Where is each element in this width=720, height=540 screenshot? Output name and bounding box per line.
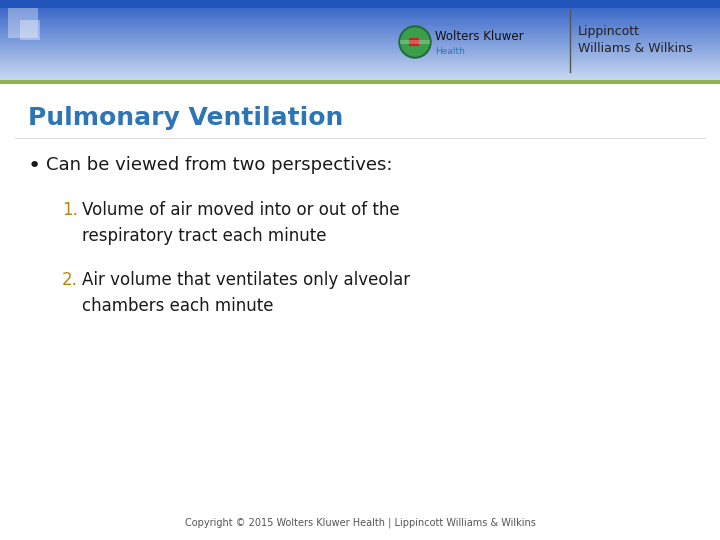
Bar	[0, 52, 720, 55]
Bar	[409, 38, 419, 46]
Bar	[0, 57, 720, 59]
Bar	[0, 29, 720, 31]
Bar	[0, 41, 720, 43]
Text: Lippincott
Williams & Wilkins: Lippincott Williams & Wilkins	[578, 24, 693, 56]
Bar	[8, 8, 38, 38]
Text: Wolters Kluwer: Wolters Kluwer	[435, 30, 523, 44]
Bar	[0, 71, 720, 73]
Bar	[0, 65, 720, 67]
Bar	[0, 0, 720, 8]
Bar	[0, 80, 720, 84]
Bar	[0, 69, 720, 71]
Text: •: •	[28, 156, 41, 176]
Bar	[0, 15, 720, 17]
Bar	[0, 20, 720, 22]
Bar	[0, 13, 720, 15]
Bar	[0, 51, 720, 52]
Bar	[0, 62, 720, 63]
Text: Pulmonary Ventilation: Pulmonary Ventilation	[28, 106, 343, 130]
Text: Can be viewed from two perspectives:: Can be viewed from two perspectives:	[46, 156, 392, 174]
Bar	[0, 23, 720, 25]
Bar	[0, 12, 720, 14]
Bar	[0, 55, 720, 57]
Bar	[0, 38, 720, 40]
Bar	[0, 52, 720, 53]
Text: Health: Health	[435, 46, 465, 56]
Bar	[0, 11, 720, 13]
Bar	[0, 35, 720, 36]
Bar	[0, 28, 720, 29]
Bar	[0, 28, 720, 30]
Bar	[0, 79, 720, 80]
Bar	[0, 74, 720, 76]
Bar	[0, 36, 720, 38]
Bar	[0, 55, 720, 56]
Bar	[0, 50, 720, 52]
Bar	[0, 16, 720, 17]
Bar	[0, 49, 720, 51]
Bar	[0, 33, 720, 36]
Bar	[0, 22, 720, 24]
Bar	[0, 78, 720, 79]
Bar	[0, 67, 720, 69]
Text: Air volume that ventilates only alveolar
chambers each minute: Air volume that ventilates only alveolar…	[82, 271, 410, 315]
Bar	[0, 47, 720, 49]
Bar	[0, 68, 720, 70]
Bar	[0, 10, 720, 12]
Bar	[0, 9, 720, 10]
Bar	[0, 17, 720, 19]
Bar	[0, 39, 720, 41]
Bar	[0, 66, 720, 68]
Bar	[0, 59, 720, 60]
Bar	[400, 40, 430, 44]
Bar	[0, 37, 720, 39]
Bar	[0, 70, 720, 71]
Bar	[0, 18, 720, 20]
Bar	[0, 56, 720, 58]
Text: Volume of air moved into or out of the
respiratory tract each minute: Volume of air moved into or out of the r…	[82, 201, 400, 245]
Bar	[0, 31, 720, 33]
Circle shape	[401, 28, 429, 56]
Bar	[0, 25, 720, 28]
Bar	[0, 48, 720, 50]
Bar	[0, 63, 720, 65]
Bar	[0, 75, 720, 77]
Bar	[0, 25, 720, 26]
Bar	[20, 20, 40, 40]
Bar	[0, 36, 720, 37]
Bar	[0, 17, 720, 18]
Bar	[0, 73, 720, 75]
Bar	[0, 60, 720, 62]
Bar	[0, 71, 720, 72]
Bar	[0, 64, 720, 66]
Bar	[0, 33, 720, 35]
Circle shape	[399, 26, 431, 58]
Bar	[0, 76, 720, 78]
Text: 2.: 2.	[62, 271, 78, 289]
Bar	[0, 43, 720, 44]
Bar	[0, 9, 720, 11]
Bar	[0, 8, 720, 9]
Bar	[0, 63, 720, 64]
Bar	[0, 26, 720, 28]
Bar	[0, 45, 720, 47]
Bar	[0, 46, 720, 48]
Bar	[0, 44, 720, 46]
Bar	[0, 19, 720, 21]
Bar	[0, 24, 720, 25]
Bar	[0, 77, 720, 79]
Bar	[0, 44, 720, 45]
Bar	[0, 42, 720, 44]
Bar	[0, 53, 720, 55]
Bar	[0, 21, 720, 23]
Bar	[0, 32, 720, 33]
Bar	[0, 14, 720, 16]
Bar	[0, 60, 720, 63]
Bar	[0, 58, 720, 60]
Text: Copyright © 2015 Wolters Kluwer Health | Lippincott Williams & Wilkins: Copyright © 2015 Wolters Kluwer Health |…	[184, 517, 536, 528]
Text: 1.: 1.	[62, 201, 78, 219]
Bar	[0, 30, 720, 32]
Bar	[0, 40, 720, 42]
Bar	[0, 72, 720, 74]
